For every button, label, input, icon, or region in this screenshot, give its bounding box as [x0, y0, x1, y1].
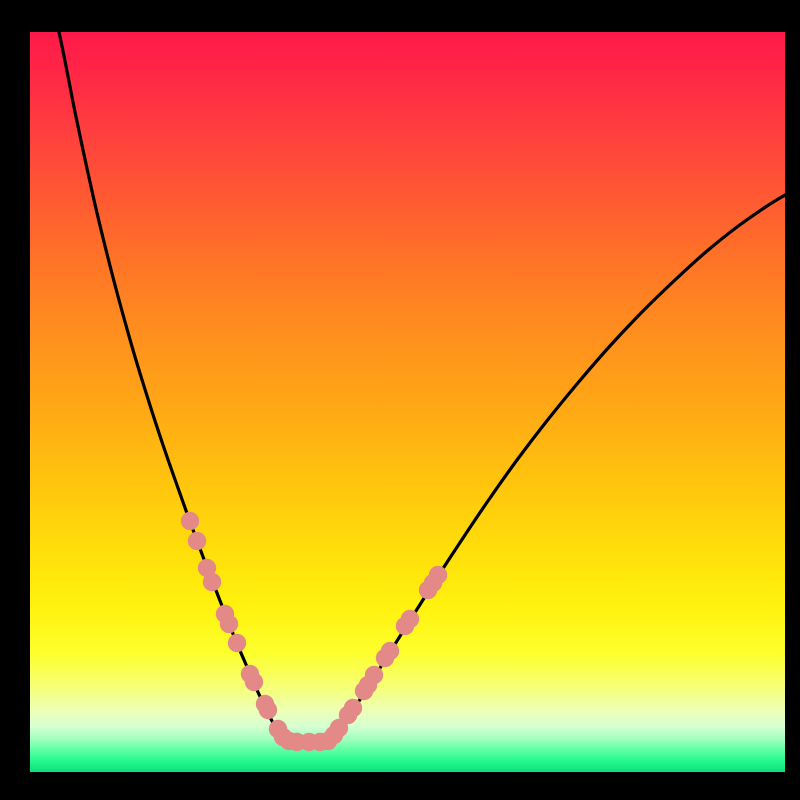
data-dot — [220, 615, 238, 633]
data-dot — [365, 666, 383, 684]
curve-left — [59, 32, 284, 740]
data-dot — [203, 573, 221, 591]
frame-left — [0, 0, 30, 800]
data-dot — [401, 610, 419, 628]
frame-top — [0, 0, 800, 32]
bottleneck-curve-svg — [30, 32, 785, 772]
data-dot — [228, 634, 246, 652]
dot-cluster — [181, 512, 447, 751]
data-dot — [429, 566, 447, 584]
curve-right — [330, 195, 785, 740]
plot-area — [30, 32, 785, 772]
data-dot — [344, 699, 362, 717]
frame-bottom — [0, 772, 800, 800]
data-dot — [381, 642, 399, 660]
data-dot — [245, 673, 263, 691]
data-dot — [259, 701, 277, 719]
frame-right — [785, 0, 800, 800]
data-dot — [181, 512, 199, 530]
data-dot — [188, 532, 206, 550]
